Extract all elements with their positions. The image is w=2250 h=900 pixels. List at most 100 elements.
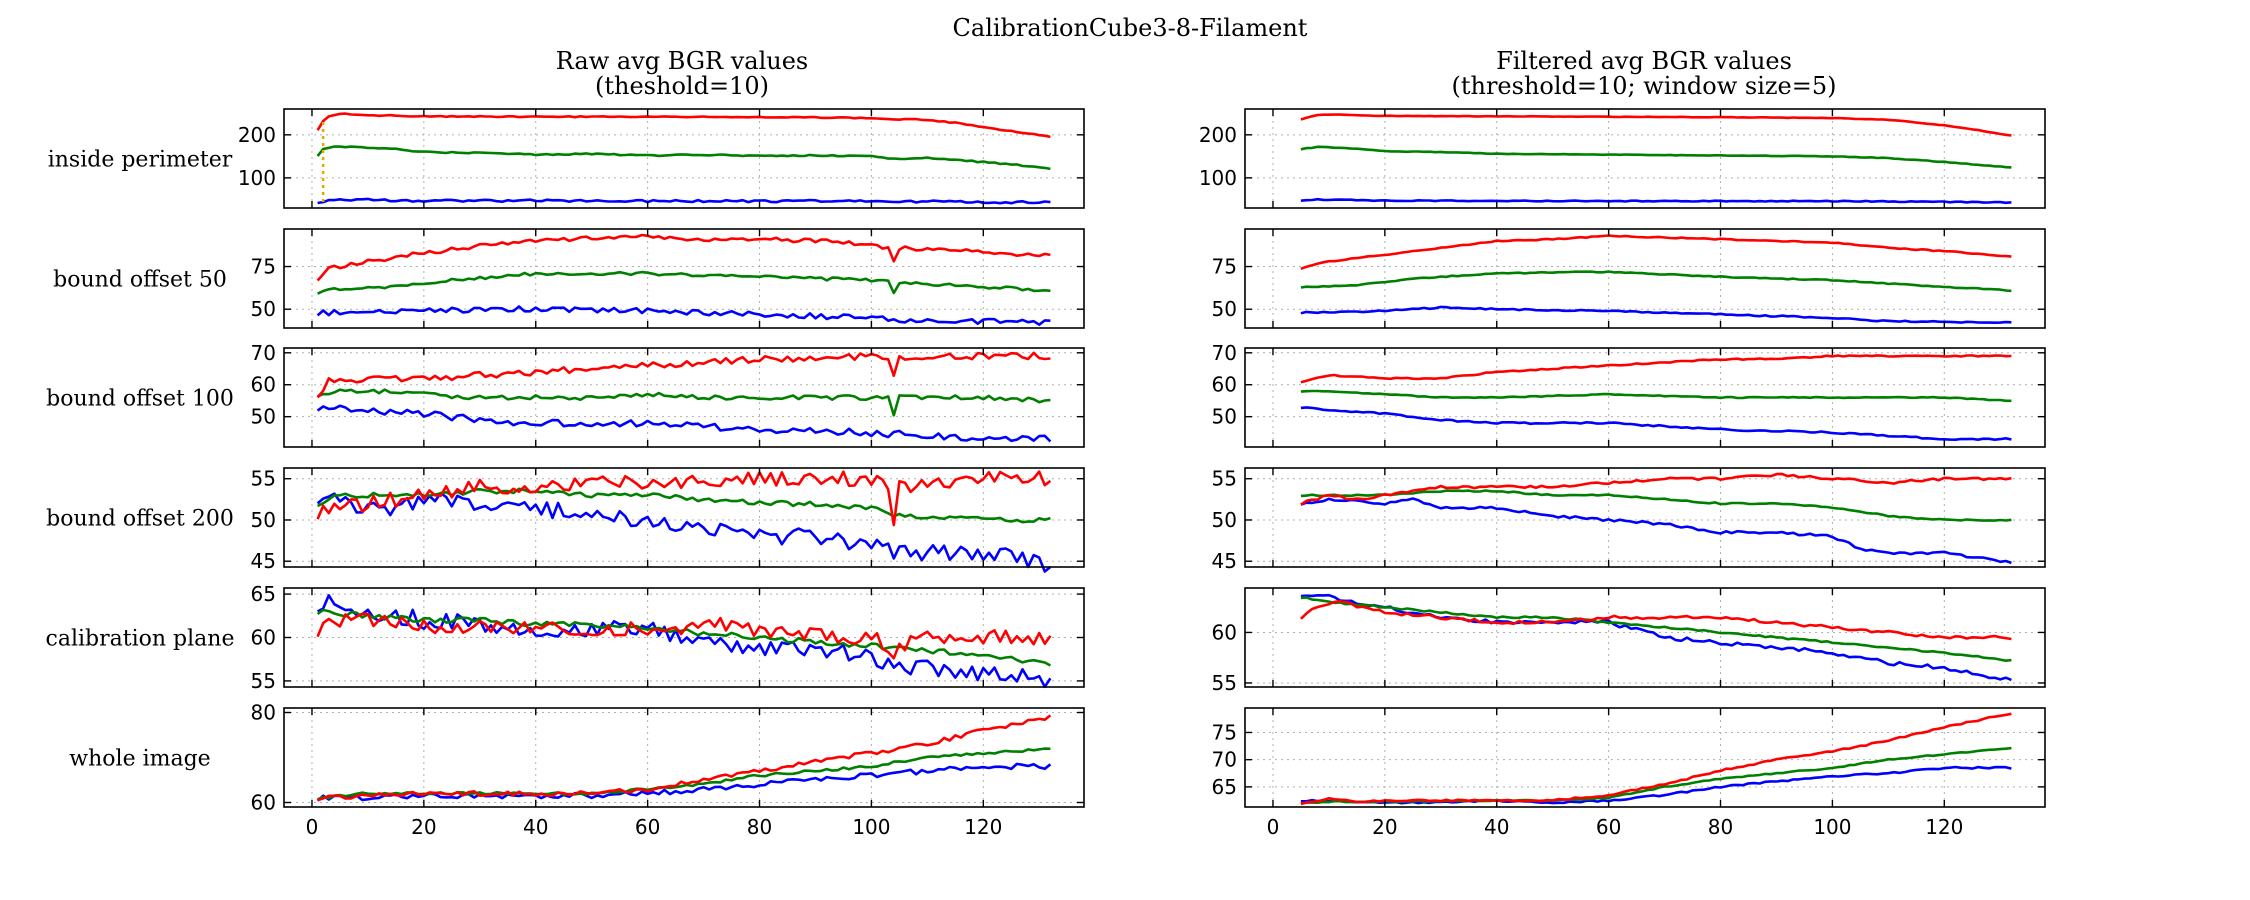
ticks: 45 50 55 — [1212, 467, 2045, 573]
axes-frame — [1244, 707, 2046, 808]
series-red — [1299, 600, 2012, 641]
ticks: 50 75 — [251, 229, 1084, 328]
y-tick-label: 70 — [1212, 748, 1237, 772]
y-tick-label: 45 — [1212, 549, 1237, 573]
y-tick-label: 75 — [1212, 720, 1237, 744]
series-blue — [316, 305, 1051, 326]
series-red — [316, 112, 1051, 139]
x-tick-label: 120 — [964, 815, 1002, 839]
series-blue — [1300, 305, 2012, 324]
y-tick-label: 50 — [1212, 508, 1237, 532]
y-tick-label: 80 — [251, 701, 276, 725]
figure-title: CalibrationCube3-8-Filament — [953, 14, 1308, 42]
series-blue — [317, 594, 1052, 689]
axes-frame — [283, 108, 1085, 209]
series-blue — [316, 762, 1052, 802]
axes-frame — [1244, 228, 2046, 329]
y-tick-label: 65 — [1212, 775, 1237, 799]
y-tick-label: 70 — [1212, 341, 1237, 365]
y-tick-label: 55 — [251, 669, 276, 693]
axes-frame — [1244, 587, 2046, 688]
ticks: 55 60 65 — [251, 582, 1084, 693]
axes-frame — [283, 347, 1085, 448]
series-blue — [1300, 197, 2012, 205]
x-tick-label: 40 — [1484, 815, 1509, 839]
filtered-panel-3: 45 50 55 — [1212, 467, 2046, 573]
y-tick-label: 55 — [1212, 467, 1237, 491]
filtered-panel-4: 55 60 — [1212, 587, 2046, 695]
y-tick-label: 100 — [1199, 166, 1237, 190]
ticks: 100 200 — [1199, 109, 2045, 208]
y-tick-label: 100 — [238, 166, 276, 190]
right-column-title-line1: Filtered avg BGR values — [1496, 47, 1792, 75]
raw-panel-0: 100 200 — [238, 108, 1085, 209]
filtered-panel-0: 100 200 — [1199, 108, 2046, 209]
series-green — [1300, 389, 2012, 403]
x-tick-label: 80 — [1708, 815, 1733, 839]
series-green — [1300, 270, 2012, 293]
x-tick-label: 80 — [747, 815, 772, 839]
axes-frame — [283, 467, 1085, 568]
raw-panel-2: 50 60 70 — [251, 341, 1085, 448]
series-red — [317, 714, 1052, 802]
y-tick-label: 50 — [1212, 297, 1237, 321]
series-green — [317, 487, 1051, 524]
row-label-whole-image: whole image — [69, 747, 210, 772]
row-label-bound-offset-100: bound offset 100 — [46, 387, 234, 412]
y-tick-label: 60 — [251, 791, 276, 815]
x-tick-label: 0 — [306, 815, 319, 839]
series-blue — [1300, 593, 2012, 682]
y-tick-label: 50 — [251, 405, 276, 429]
axes-frame — [1244, 347, 2046, 448]
left-column-title-line2: (theshold=10) — [595, 72, 769, 100]
filtered-panel-1: 50 75 — [1212, 228, 2046, 329]
row-label-bound-offset-50: bound offset 50 — [53, 268, 227, 293]
x-tick-label: 20 — [411, 815, 436, 839]
x-tick-label: 20 — [1372, 815, 1397, 839]
raw-panel-1: 50 75 — [251, 228, 1085, 329]
y-tick-label: 45 — [251, 549, 276, 573]
x-tick-label: 0 — [1267, 815, 1280, 839]
x-tick-label: 60 — [1596, 815, 1621, 839]
ticks: 50 60 70 — [1212, 341, 2045, 447]
series-red — [316, 470, 1052, 527]
series-red — [1300, 354, 2012, 384]
y-tick-label: 60 — [1212, 620, 1237, 644]
x-tick-label: 120 — [1925, 815, 1963, 839]
series-blue — [1300, 406, 2012, 441]
row-label-calibration-plane: calibration plane — [46, 627, 235, 652]
row-label-inside-perimeter: inside perimeter — [48, 148, 233, 173]
axes-frame — [1244, 467, 2046, 568]
y-tick-label: 60 — [251, 373, 276, 397]
series-red — [1300, 113, 2012, 137]
ticks: 50 60 70 — [251, 341, 1084, 447]
axes-frame — [283, 228, 1085, 329]
x-tick-label: 100 — [1813, 815, 1851, 839]
y-tick-label: 55 — [251, 467, 276, 491]
left-column-title-line1: Raw avg BGR values — [556, 47, 808, 75]
series-red — [316, 612, 1052, 660]
series-green — [1300, 596, 2012, 662]
axes-frame — [283, 707, 1085, 808]
y-tick-label: 65 — [251, 582, 276, 606]
x-tick-label: 40 — [523, 815, 548, 839]
y-tick-label: 75 — [1212, 255, 1237, 279]
series-red — [1300, 472, 2012, 506]
axes-frame — [1244, 108, 2046, 209]
series-green — [317, 270, 1051, 295]
ticks: 45 50 55 — [251, 467, 1084, 573]
series-green — [316, 145, 1051, 171]
y-tick-label: 200 — [238, 123, 276, 147]
x-tick-label: 60 — [635, 815, 660, 839]
row-label-bound-offset-200: bound offset 200 — [46, 507, 234, 532]
ticks: 50 75 — [1212, 229, 2045, 328]
ticks: 100 200 — [238, 109, 1084, 208]
right-column-title-line2: (threshold=10; window size=5) — [1451, 72, 1836, 100]
raw-panel-5: 0 20 40 60 80 100 120 60 80 — [251, 701, 1085, 839]
ticks: 0 20 40 60 80 100 120 60 80 — [251, 701, 1084, 839]
series-red — [316, 351, 1051, 399]
series-red — [316, 233, 1051, 282]
y-tick-label: 60 — [251, 626, 276, 650]
series-blue — [1300, 497, 2012, 565]
